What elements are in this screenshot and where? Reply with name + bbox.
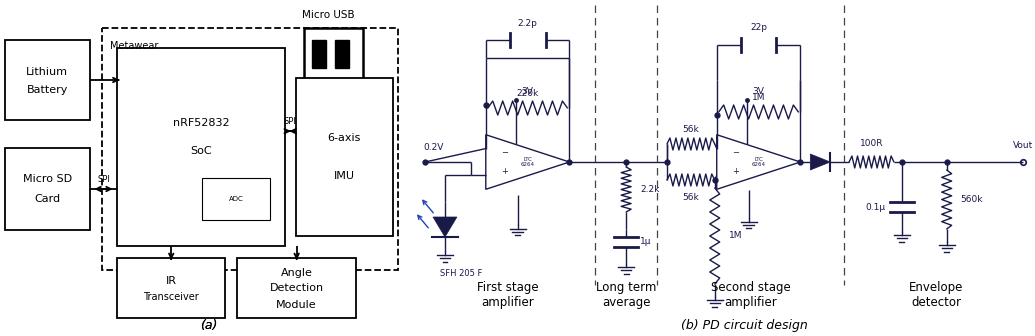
Bar	[237, 258, 356, 318]
Text: 560k: 560k	[960, 195, 983, 204]
Bar	[5, 40, 90, 120]
Text: nRF52832: nRF52832	[173, 118, 230, 128]
Text: SFH 205 F: SFH 205 F	[440, 269, 482, 279]
Bar	[117, 258, 225, 318]
Text: (a): (a)	[201, 320, 217, 333]
Text: −: −	[732, 148, 739, 157]
Text: 56k: 56k	[682, 194, 700, 203]
Text: Vout: Vout	[1013, 141, 1034, 151]
Text: 22p: 22p	[750, 24, 767, 33]
Text: Second stage
amplifier: Second stage amplifier	[711, 281, 791, 309]
Text: (b) PD circuit design: (b) PD circuit design	[681, 320, 807, 333]
Text: 56k: 56k	[682, 126, 700, 134]
Text: LTC
6264: LTC 6264	[751, 157, 766, 167]
Text: Metawear: Metawear	[110, 41, 158, 51]
Text: Module: Module	[276, 300, 317, 310]
Text: 0.2V: 0.2V	[423, 143, 443, 153]
Text: (a): (a)	[201, 320, 217, 333]
Text: IR: IR	[166, 276, 177, 286]
Text: Long term
average: Long term average	[596, 281, 656, 309]
Text: +: +	[732, 167, 739, 176]
Text: 3V: 3V	[522, 87, 533, 96]
Text: Battery: Battery	[27, 85, 68, 95]
Bar	[101, 28, 398, 270]
Text: ADC: ADC	[229, 196, 243, 202]
Text: SoC: SoC	[190, 146, 212, 156]
Text: 1M: 1M	[729, 232, 742, 241]
Text: SPI: SPI	[97, 174, 110, 183]
Text: Micro SD: Micro SD	[23, 174, 71, 184]
Bar	[335, 40, 350, 68]
Polygon shape	[810, 154, 830, 170]
Text: Envelope
detector: Envelope detector	[909, 281, 964, 309]
Polygon shape	[433, 217, 456, 237]
Text: Lithium: Lithium	[26, 67, 68, 77]
Text: SPI: SPI	[284, 117, 297, 126]
Text: 1μ: 1μ	[640, 238, 652, 247]
Bar	[117, 48, 285, 246]
Bar	[202, 178, 270, 220]
Text: Micro USB: Micro USB	[302, 10, 355, 20]
Text: 1M: 1M	[751, 93, 765, 102]
Bar	[303, 28, 363, 80]
Text: Detection: Detection	[269, 283, 324, 293]
Text: Angle: Angle	[280, 268, 313, 278]
Text: 3V: 3V	[752, 87, 765, 96]
Bar	[5, 148, 90, 230]
Text: IMU: IMU	[334, 171, 355, 181]
Text: 220k: 220k	[516, 89, 539, 98]
Text: 2.2k: 2.2k	[640, 185, 659, 194]
Text: LTC
6264: LTC 6264	[521, 157, 535, 167]
Text: +: +	[501, 167, 508, 176]
Text: First stage
amplifier: First stage amplifier	[477, 281, 538, 309]
Text: Transceiver: Transceiver	[143, 292, 199, 302]
Text: 2.2p: 2.2p	[518, 18, 537, 28]
Text: Card: Card	[34, 194, 60, 204]
Text: 100R: 100R	[860, 139, 883, 149]
Bar	[312, 40, 326, 68]
Text: 0.1μ: 0.1μ	[866, 203, 886, 211]
Text: −: −	[501, 148, 508, 157]
Text: 6-axis: 6-axis	[328, 133, 361, 143]
Bar	[296, 78, 393, 236]
